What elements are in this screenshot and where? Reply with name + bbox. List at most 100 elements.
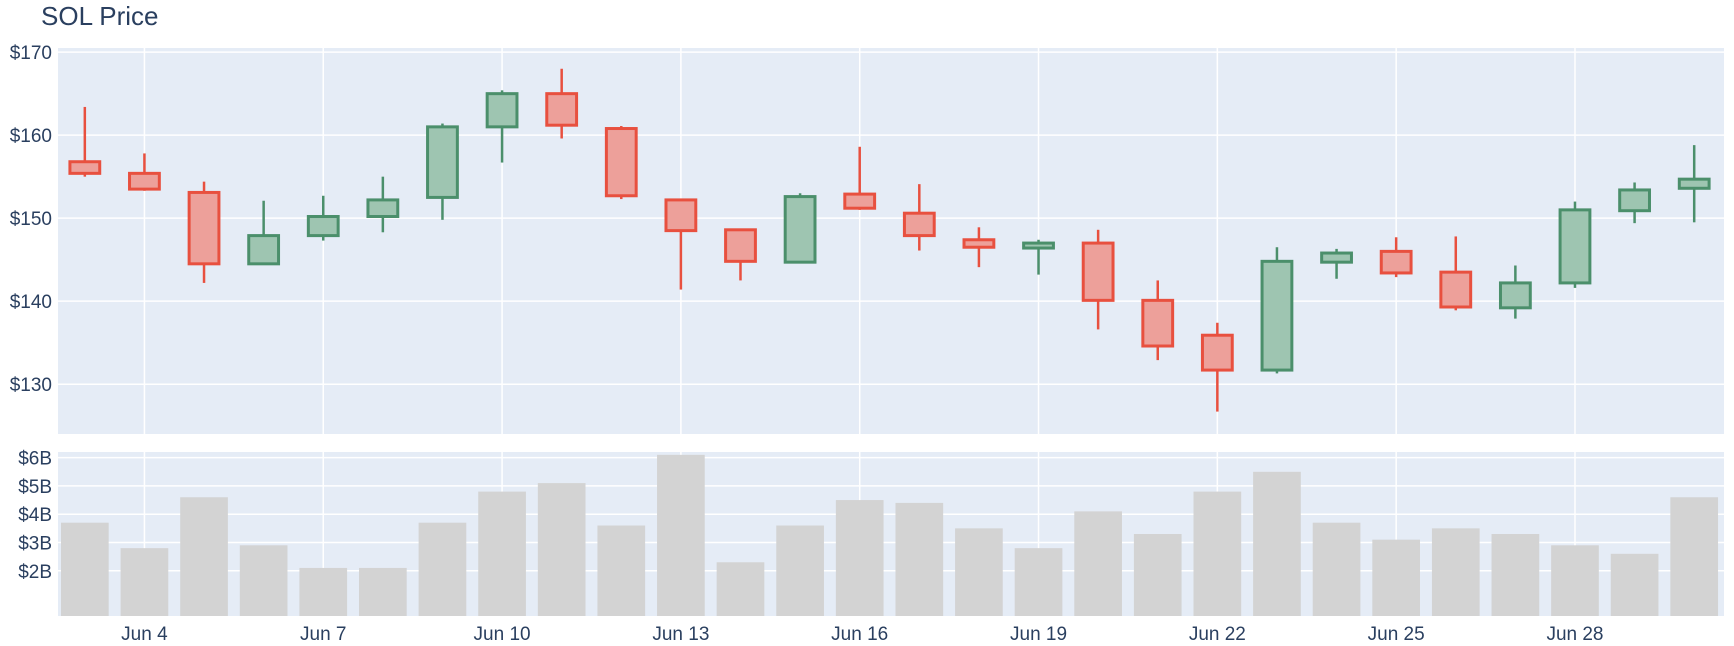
- volume-bar[interactable]: [537, 483, 586, 616]
- candle-up[interactable]: [247, 200, 281, 266]
- price-tick-label: $140: [10, 292, 52, 313]
- candle-down[interactable]: [1439, 236, 1473, 311]
- candle-body: [1141, 298, 1175, 348]
- candle-up[interactable]: [1260, 247, 1294, 374]
- candle-down[interactable]: [1200, 322, 1234, 412]
- candle-up[interactable]: [1558, 201, 1592, 288]
- candle-down[interactable]: [604, 126, 638, 200]
- candle-down[interactable]: [128, 153, 161, 191]
- volume-tick-label: $2B: [18, 562, 52, 583]
- volume-bar[interactable]: [60, 522, 109, 616]
- volume-bar[interactable]: [1193, 491, 1242, 616]
- volume-bar[interactable]: [597, 525, 646, 616]
- x-tick-label: Jun 13: [652, 624, 709, 645]
- volume-bar[interactable]: [716, 562, 765, 616]
- candle-body: [68, 160, 102, 175]
- volume-axis: $2B $3B $4B $5B $6B: [18, 449, 52, 583]
- date-axis: Jun 4 Jun 7 Jun 10 Jun 13 Jun 16 Jun 19 Jun 22…: [121, 624, 1603, 645]
- candle-up[interactable]: [1618, 182, 1651, 224]
- candle-body: [247, 234, 281, 266]
- volume-tick-label: $5B: [18, 477, 52, 498]
- volume-bar[interactable]: [418, 522, 467, 616]
- candle-up[interactable]: [426, 123, 459, 220]
- volume-bar[interactable]: [478, 491, 526, 616]
- volume-bar[interactable]: [1551, 545, 1599, 616]
- volume-bar[interactable]: [1253, 471, 1301, 616]
- candle-down[interactable]: [545, 68, 579, 139]
- candle-body: [1081, 241, 1115, 302]
- candle-body: [1498, 281, 1532, 310]
- candle-body: [902, 211, 936, 238]
- candle-up[interactable]: [783, 193, 817, 264]
- volume-bar[interactable]: [299, 567, 348, 616]
- candle-up[interactable]: [1677, 145, 1711, 223]
- candle-body: [1320, 251, 1353, 264]
- volume-bar[interactable]: [120, 548, 169, 616]
- volume-bar[interactable]: [1133, 534, 1182, 616]
- candle-down[interactable]: [187, 181, 221, 283]
- volume-bar[interactable]: [776, 525, 824, 616]
- candle-body: [187, 190, 221, 266]
- x-tick-label: Jun 25: [1368, 624, 1425, 645]
- candle-body: [1558, 208, 1592, 285]
- x-tick-label: Jun 7: [300, 624, 346, 645]
- candle-down[interactable]: [902, 184, 936, 251]
- x-tick-label: Jun 22: [1189, 624, 1246, 645]
- chart-title: SOL Price: [41, 1, 159, 31]
- candle-body: [962, 238, 996, 249]
- volume-bar[interactable]: [1312, 522, 1361, 616]
- candle-body: [664, 198, 698, 233]
- volume-tick-label: $3B: [18, 533, 52, 554]
- candle-down[interactable]: [724, 228, 757, 281]
- volume-tick-label: $6B: [18, 449, 52, 470]
- volume-bar[interactable]: [1610, 553, 1659, 616]
- volume-bar[interactable]: [1670, 497, 1719, 616]
- candle-body: [1618, 188, 1651, 213]
- candle-up[interactable]: [1320, 248, 1353, 279]
- volume-bar[interactable]: [1491, 534, 1540, 616]
- candle-body: [783, 195, 817, 264]
- candle-up[interactable]: [366, 176, 400, 233]
- x-tick-label: Jun 19: [1010, 624, 1067, 645]
- candle-body: [1379, 249, 1413, 275]
- volume-bar[interactable]: [1074, 511, 1122, 616]
- candle-down[interactable]: [843, 146, 877, 210]
- candle-down[interactable]: [68, 106, 102, 177]
- candle-body: [843, 192, 877, 210]
- candle-body: [1677, 177, 1711, 190]
- volume-bar[interactable]: [180, 497, 228, 616]
- candle-up[interactable]: [306, 195, 340, 241]
- candle-up[interactable]: [485, 90, 519, 163]
- candle-up[interactable]: [1022, 239, 1055, 275]
- volume-tick-label: $4B: [18, 505, 52, 526]
- candle-down[interactable]: [1379, 237, 1413, 278]
- volume-bar[interactable]: [955, 528, 1003, 616]
- price-axis: $130 $140 $150 $160 $170: [10, 43, 52, 396]
- candle-body: [366, 198, 400, 219]
- volume-bar[interactable]: [657, 454, 705, 616]
- x-tick-label: Jun 10: [474, 624, 531, 645]
- price-plot-area[interactable]: [58, 48, 1724, 434]
- volume-bar[interactable]: [835, 500, 884, 616]
- price-tick-label: $130: [10, 375, 52, 396]
- volume-bar[interactable]: [1372, 539, 1421, 616]
- x-tick-label: Jun 16: [831, 624, 888, 645]
- volume-panel: $2B $3B $4B $5B $6B: [18, 449, 1724, 616]
- candle-body: [1260, 259, 1294, 372]
- price-tick-label: $150: [10, 209, 52, 230]
- volume-bar[interactable]: [1431, 528, 1480, 616]
- volume-bar[interactable]: [1014, 548, 1063, 616]
- candle-down[interactable]: [664, 198, 698, 290]
- volume-bar[interactable]: [895, 502, 944, 616]
- price-tick-label: $160: [10, 126, 52, 147]
- volume-bar[interactable]: [359, 567, 407, 616]
- x-tick-label: Jun 4: [121, 624, 168, 645]
- candle-down[interactable]: [1141, 280, 1175, 361]
- volume-bar[interactable]: [239, 545, 288, 616]
- candlestick-series: [68, 68, 1711, 412]
- candle-down[interactable]: [962, 227, 996, 268]
- candle-body: [545, 92, 579, 127]
- candle-up[interactable]: [1498, 265, 1532, 319]
- candle-down[interactable]: [1081, 229, 1115, 330]
